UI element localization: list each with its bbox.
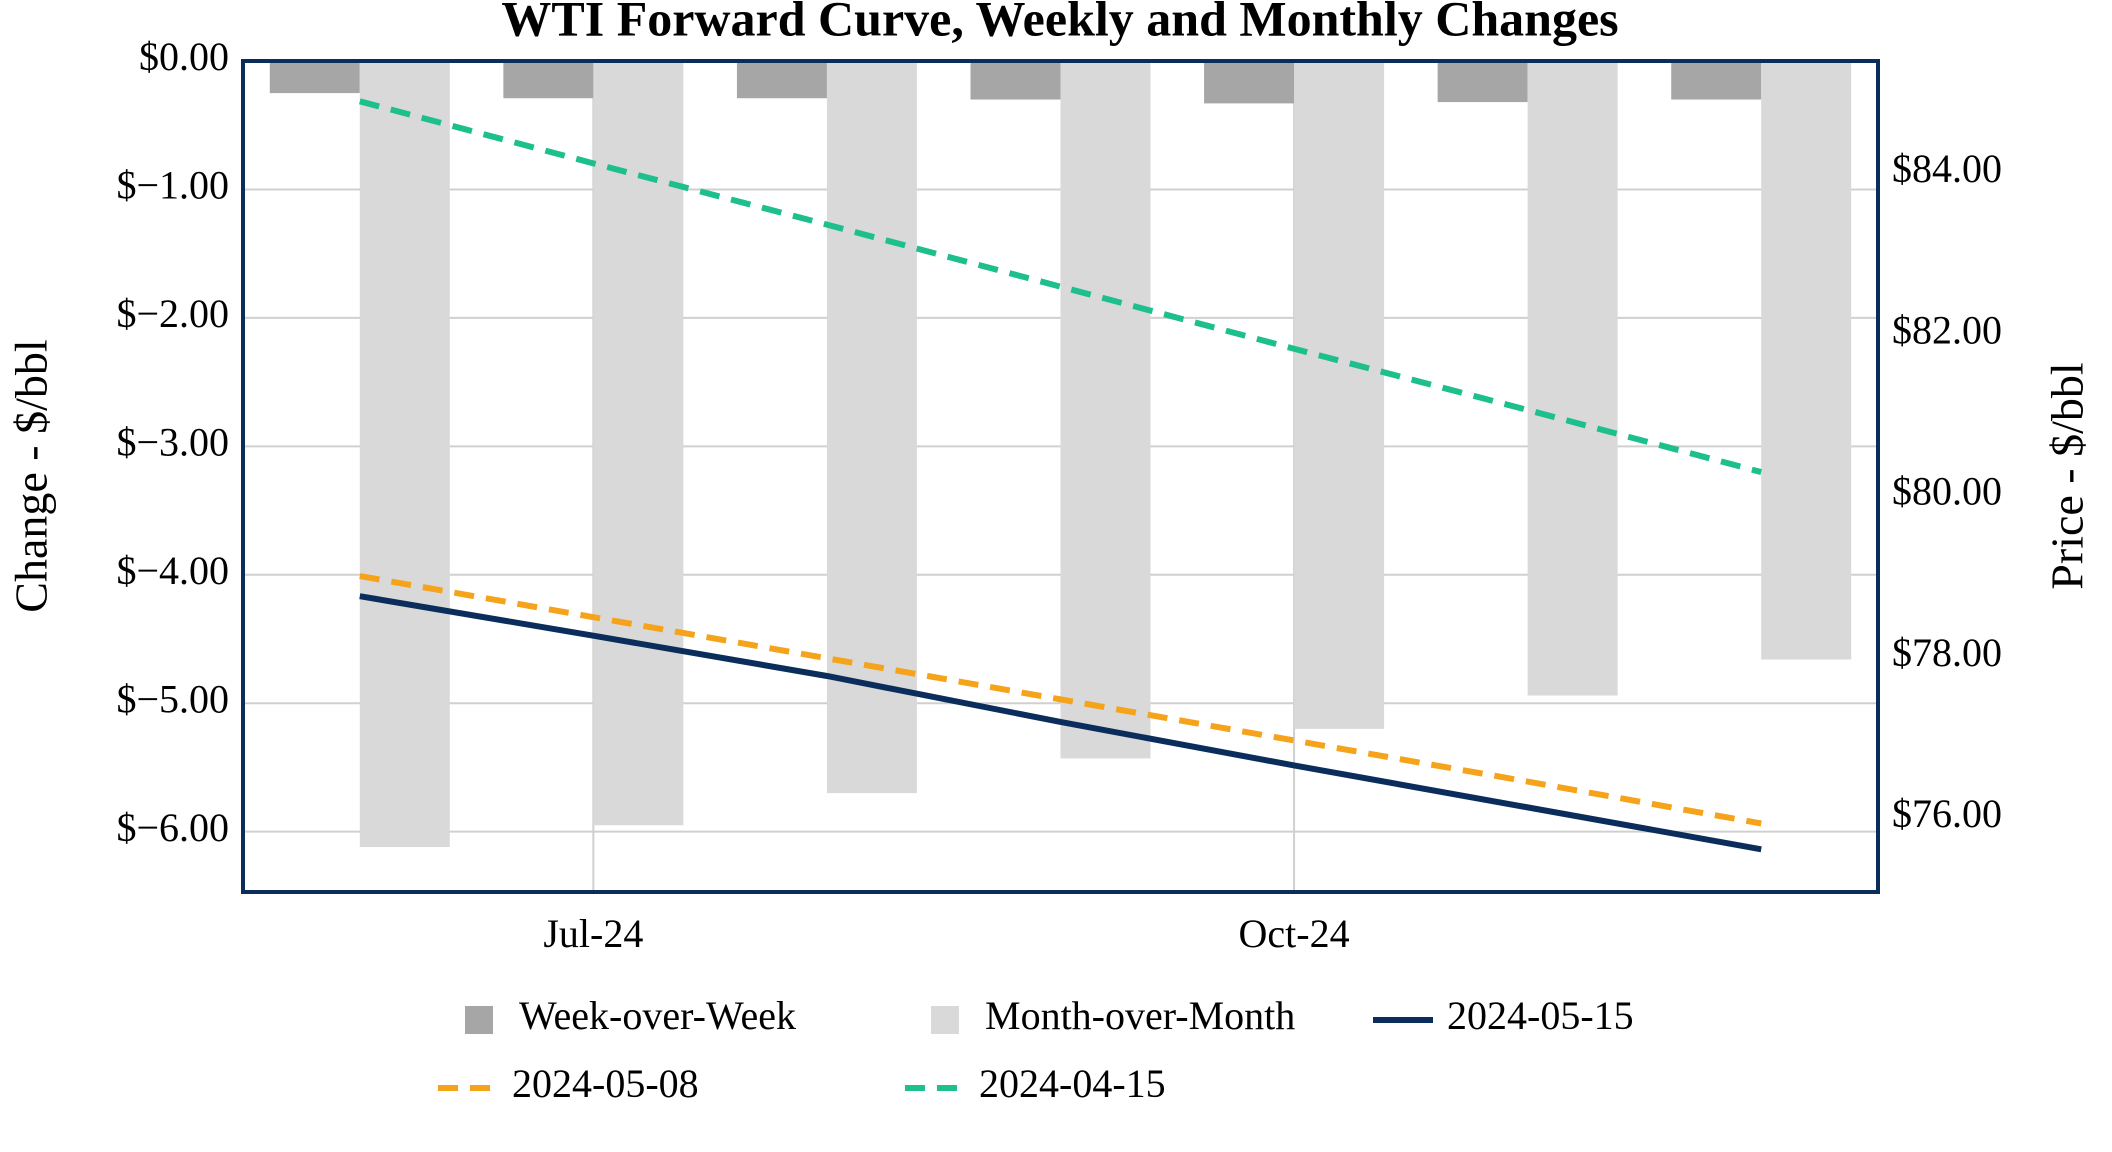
bar [269,61,360,94]
legend-marker [931,1006,959,1034]
x-tick-label: Jul-24 [543,911,643,956]
bar [359,61,450,848]
y-axis-label: Change - $/bbl [6,339,57,612]
y2-tick-label: $76.00 [1892,791,2002,836]
legend-label: Month-over-Month [985,993,1295,1038]
y2-tick-label: $78.00 [1892,630,2002,675]
bar [1060,61,1151,759]
line [359,98,1762,475]
y-tick-label: $−6.00 [116,805,229,850]
legend-label: 2024-05-15 [1447,993,1634,1038]
bar [1437,61,1528,103]
bar [503,61,594,99]
plot-frame [241,59,1880,894]
x-tick-label: Oct-24 [1239,911,1350,956]
legend-label: Week-over-Week [519,993,796,1038]
line [359,593,1762,853]
legend-label: 2024-04-15 [979,1061,1166,1106]
line [359,573,1762,827]
y2-axis-label: Price - $/bbl [2042,362,2093,589]
y2-tick-label: $80.00 [1892,469,2002,514]
y-tick-label: $−3.00 [116,419,229,464]
y-tick-label: $−1.00 [116,163,229,208]
bar [1527,61,1618,696]
y-tick-label: $0.00 [139,34,229,79]
legend-label: 2024-05-08 [512,1061,699,1106]
bar [736,61,827,99]
bar [1761,61,1852,660]
chart-title: WTI Forward Curve, Weekly and Monthly Ch… [501,0,1618,46]
bar [1294,61,1385,729]
bar [1204,61,1295,104]
bar [970,61,1061,100]
y-tick-label: $−2.00 [116,291,229,336]
bar [1671,61,1762,100]
y2-tick-label: $82.00 [1892,307,2002,352]
legend-marker [465,1006,493,1034]
y-tick-label: $−5.00 [116,676,229,721]
y2-tick-label: $84.00 [1892,146,2002,191]
y-tick-label: $−4.00 [116,548,229,593]
bar [593,61,684,826]
